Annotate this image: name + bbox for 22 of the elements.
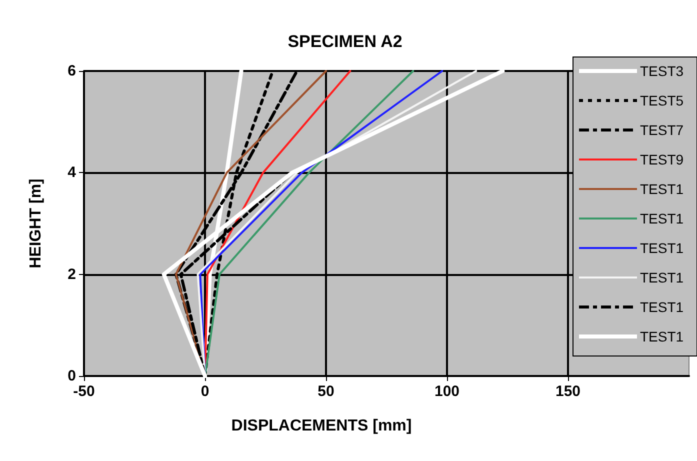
y-tick-label: 6	[68, 62, 76, 80]
legend-label: TEST1	[640, 210, 684, 226]
legend-label: TEST3	[640, 63, 684, 79]
legend-label: TEST1	[640, 299, 684, 315]
x-tick-label: -50	[73, 383, 95, 400]
x-axis-title: DISPLACEMENTS [mm]	[231, 418, 412, 434]
legend-label: TEST7	[640, 122, 684, 138]
legend-label: TEST1	[640, 328, 684, 344]
legend-label: TEST5	[640, 92, 684, 108]
x-tick-label: 150	[555, 383, 581, 400]
legend-label: TEST1	[640, 270, 684, 286]
chart-title: SPECIMEN A2	[288, 32, 402, 51]
x-tick-label: 100	[434, 383, 460, 400]
legend-label: TEST9	[640, 152, 684, 168]
legend-label: TEST1	[640, 240, 684, 256]
legend-label: TEST1	[640, 181, 684, 197]
y-axis-title: HEIGHT [m]	[28, 178, 44, 268]
x-tick-label: 50	[318, 383, 334, 400]
y-tick-label: 4	[68, 164, 77, 182]
y-tick-label: 2	[68, 266, 76, 283]
y-tick-label: 0	[68, 368, 76, 384]
x-tick-label: 0	[200, 383, 210, 400]
